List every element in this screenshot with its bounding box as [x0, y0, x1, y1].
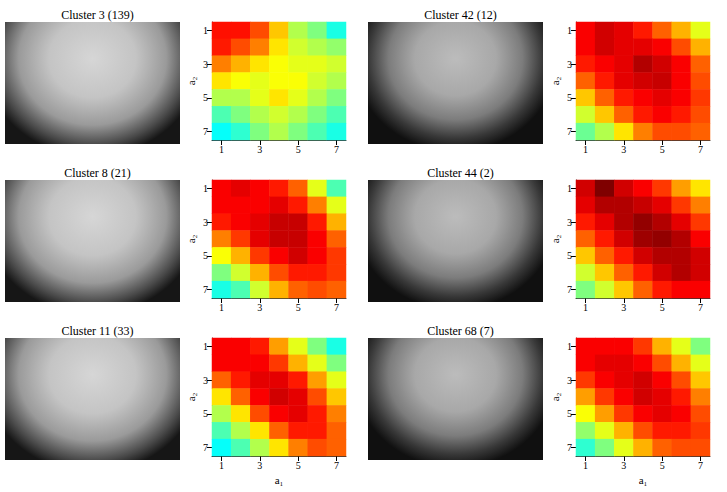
svg-text:7: 7: [334, 460, 339, 471]
svg-text:1: 1: [219, 460, 224, 471]
svg-text:Cluster 68 (7): Cluster 68 (7): [427, 324, 494, 338]
svg-text:7: 7: [567, 284, 572, 295]
svg-text:1: 1: [567, 183, 572, 194]
svg-text:a₂: a₂: [185, 392, 197, 401]
svg-text:a₂: a₂: [549, 234, 561, 243]
svg-text:1: 1: [203, 183, 208, 194]
svg-text:7: 7: [334, 302, 339, 313]
svg-text:5: 5: [203, 408, 208, 419]
svg-text:5: 5: [296, 460, 301, 471]
svg-text:5: 5: [203, 250, 208, 261]
svg-text:1: 1: [567, 25, 572, 36]
svg-text:3: 3: [621, 302, 626, 313]
svg-text:1: 1: [567, 341, 572, 352]
svg-text:3: 3: [567, 375, 572, 386]
svg-text:a₁: a₁: [275, 474, 284, 486]
svg-text:3: 3: [203, 375, 208, 386]
svg-text:1: 1: [583, 460, 588, 471]
svg-text:7: 7: [567, 442, 572, 453]
svg-text:3: 3: [257, 302, 262, 313]
svg-text:3: 3: [257, 144, 262, 155]
svg-text:5: 5: [567, 250, 572, 261]
svg-text:a₂: a₂: [549, 76, 561, 85]
svg-text:5: 5: [296, 302, 301, 313]
svg-text:7: 7: [203, 284, 208, 295]
svg-text:3: 3: [203, 217, 208, 228]
svg-text:3: 3: [567, 217, 572, 228]
svg-text:Cluster 42 (12): Cluster 42 (12): [424, 8, 497, 22]
svg-text:5: 5: [296, 144, 301, 155]
svg-text:Cluster 8 (21): Cluster 8 (21): [64, 166, 131, 180]
svg-text:Cluster 44 (2): Cluster 44 (2): [427, 166, 494, 180]
svg-text:5: 5: [660, 302, 665, 313]
svg-text:3: 3: [567, 59, 572, 70]
svg-text:1: 1: [583, 144, 588, 155]
svg-text:7: 7: [698, 144, 703, 155]
svg-text:3: 3: [257, 460, 262, 471]
svg-text:a₂: a₂: [549, 392, 561, 401]
svg-text:5: 5: [567, 408, 572, 419]
svg-text:Cluster 11 (33): Cluster 11 (33): [61, 324, 133, 338]
svg-text:3: 3: [203, 59, 208, 70]
svg-text:5: 5: [567, 92, 572, 103]
svg-text:Cluster 3 (139): Cluster 3 (139): [61, 8, 134, 22]
svg-text:3: 3: [621, 460, 626, 471]
svg-text:7: 7: [698, 302, 703, 313]
svg-text:1: 1: [219, 302, 224, 313]
svg-text:a₁: a₁: [639, 474, 648, 486]
svg-text:5: 5: [660, 460, 665, 471]
svg-text:5: 5: [203, 92, 208, 103]
svg-text:7: 7: [334, 144, 339, 155]
svg-text:1: 1: [203, 341, 208, 352]
svg-text:1: 1: [203, 25, 208, 36]
svg-text:7: 7: [567, 126, 572, 137]
svg-text:7: 7: [698, 460, 703, 471]
svg-text:3: 3: [621, 144, 626, 155]
svg-text:7: 7: [203, 442, 208, 453]
svg-text:a₂: a₂: [185, 76, 197, 85]
svg-text:7: 7: [203, 126, 208, 137]
svg-text:a₂: a₂: [185, 234, 197, 243]
svg-text:5: 5: [660, 144, 665, 155]
svg-text:1: 1: [583, 302, 588, 313]
svg-text:1: 1: [219, 144, 224, 155]
